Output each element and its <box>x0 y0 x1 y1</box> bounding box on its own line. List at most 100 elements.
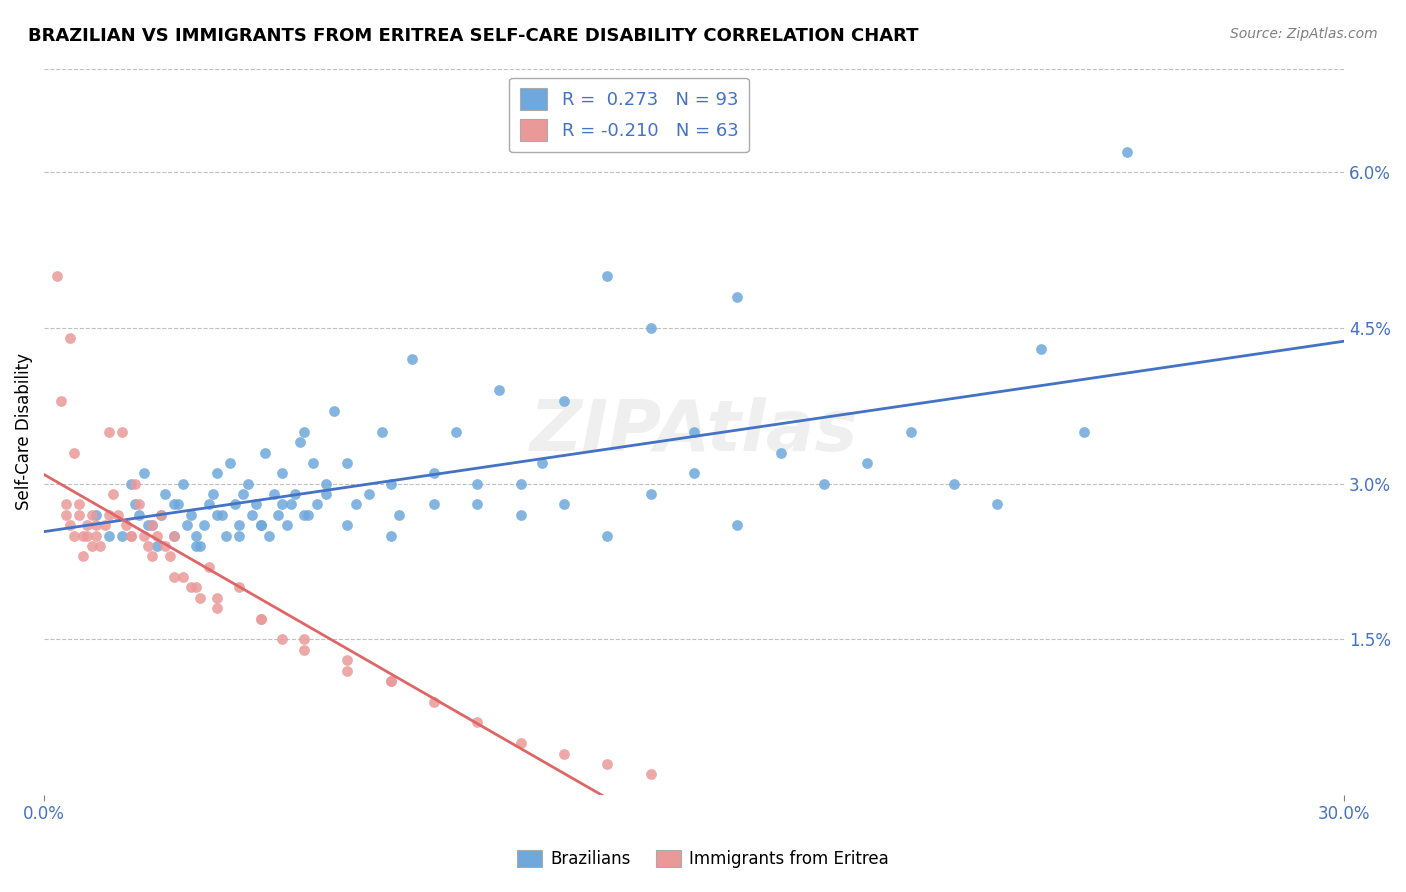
Point <box>197 559 219 574</box>
Point <box>1116 145 1139 159</box>
Point <box>188 539 211 553</box>
Point <box>292 642 315 657</box>
Point <box>111 425 134 439</box>
Point <box>167 498 190 512</box>
Point <box>271 467 294 481</box>
Point <box>336 518 359 533</box>
Point <box>467 476 489 491</box>
Point <box>180 508 202 522</box>
Point <box>531 456 554 470</box>
Point <box>986 498 1008 512</box>
Point <box>240 508 263 522</box>
Point <box>236 476 259 491</box>
Point <box>63 445 86 459</box>
Point <box>640 321 662 335</box>
Point <box>813 476 835 491</box>
Point <box>280 498 302 512</box>
Point <box>596 528 619 542</box>
Point <box>596 269 619 284</box>
Point <box>336 664 359 678</box>
Point <box>63 528 86 542</box>
Point <box>132 467 155 481</box>
Point <box>292 632 315 647</box>
Point <box>120 528 142 542</box>
Point <box>172 570 194 584</box>
Point <box>59 331 82 345</box>
Point <box>98 528 121 542</box>
Point <box>207 601 229 615</box>
Point <box>150 508 173 522</box>
Point <box>423 695 446 709</box>
Point <box>180 581 202 595</box>
Text: Source: ZipAtlas.com: Source: ZipAtlas.com <box>1230 27 1378 41</box>
Point <box>249 518 271 533</box>
Point <box>683 425 706 439</box>
Point <box>380 476 402 491</box>
Point <box>163 528 186 542</box>
Point <box>856 456 879 470</box>
Point <box>1029 342 1052 356</box>
Point <box>249 518 271 533</box>
Point <box>640 767 662 781</box>
Point <box>84 518 107 533</box>
Point <box>444 425 467 439</box>
Point <box>263 487 285 501</box>
Point <box>163 570 186 584</box>
Point <box>215 528 238 542</box>
Point <box>111 528 134 542</box>
Point <box>640 487 662 501</box>
Point <box>727 518 749 533</box>
Text: BRAZILIAN VS IMMIGRANTS FROM ERITREA SELF-CARE DISABILITY CORRELATION CHART: BRAZILIAN VS IMMIGRANTS FROM ERITREA SEL… <box>28 27 918 45</box>
Point <box>249 612 271 626</box>
Point <box>315 487 337 501</box>
Point <box>136 518 159 533</box>
Point <box>401 352 423 367</box>
Legend: R =  0.273   N = 93, R = -0.210   N = 63: R = 0.273 N = 93, R = -0.210 N = 63 <box>509 78 749 153</box>
Point <box>727 290 749 304</box>
Y-axis label: Self-Care Disability: Self-Care Disability <box>15 353 32 510</box>
Point <box>76 518 98 533</box>
Point <box>124 476 146 491</box>
Point <box>202 487 225 501</box>
Point <box>596 756 619 771</box>
Point <box>232 487 254 501</box>
Point <box>315 476 337 491</box>
Point <box>943 476 966 491</box>
Point <box>172 476 194 491</box>
Point <box>900 425 922 439</box>
Point <box>115 518 138 533</box>
Point <box>103 487 125 501</box>
Point <box>84 508 107 522</box>
Point <box>553 393 575 408</box>
Point <box>146 528 169 542</box>
Point <box>249 612 271 626</box>
Point <box>136 539 159 553</box>
Point <box>228 518 250 533</box>
Point <box>284 487 307 501</box>
Point <box>371 425 394 439</box>
Point <box>488 384 510 398</box>
Point <box>163 528 186 542</box>
Point <box>467 498 489 512</box>
Point <box>224 498 246 512</box>
Point <box>219 456 242 470</box>
Point <box>132 528 155 542</box>
Point <box>67 498 90 512</box>
Point <box>51 393 73 408</box>
Point <box>89 539 111 553</box>
Point <box>228 528 250 542</box>
Point <box>254 445 277 459</box>
Point <box>336 456 359 470</box>
Point <box>336 653 359 667</box>
Point <box>141 549 163 564</box>
Point <box>141 518 163 533</box>
Point <box>267 508 290 522</box>
Point <box>120 476 142 491</box>
Point <box>72 528 94 542</box>
Point <box>159 549 181 564</box>
Point <box>423 467 446 481</box>
Point <box>228 581 250 595</box>
Point <box>380 673 402 688</box>
Point <box>553 747 575 761</box>
Point <box>107 508 129 522</box>
